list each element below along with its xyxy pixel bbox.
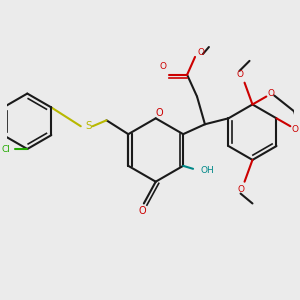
Text: O: O xyxy=(292,125,299,134)
Text: S: S xyxy=(85,121,92,131)
Text: Cl: Cl xyxy=(1,145,10,154)
Text: O: O xyxy=(268,89,275,98)
Text: O: O xyxy=(156,108,164,118)
Text: OH: OH xyxy=(201,166,215,175)
Text: O: O xyxy=(138,206,146,216)
Text: O: O xyxy=(197,49,205,58)
Text: O: O xyxy=(236,70,243,79)
Text: O: O xyxy=(237,185,244,194)
Text: O: O xyxy=(160,62,167,71)
